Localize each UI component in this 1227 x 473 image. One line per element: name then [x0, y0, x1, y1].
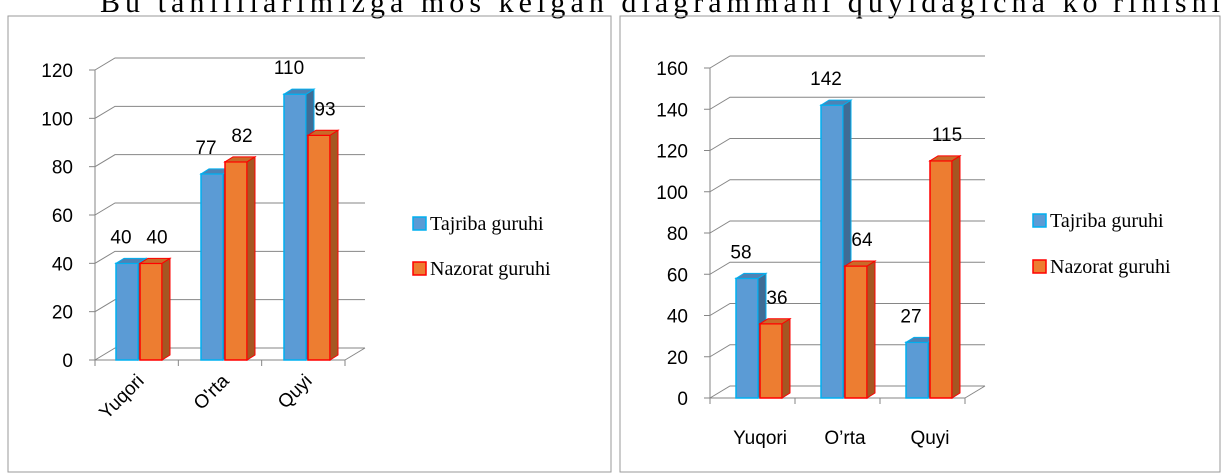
chart-frame: [7, 15, 612, 473]
y-tick-label: 160: [656, 59, 688, 80]
data-label: 110: [274, 58, 304, 79]
data-label: 36: [766, 288, 787, 309]
bar-top: [843, 260, 877, 267]
bar-side: [246, 155, 256, 361]
bar: [283, 93, 307, 361]
x-tick-label: Yuqori: [733, 428, 787, 449]
bar: [820, 104, 844, 399]
legend-label: Nazorat guruhi: [430, 258, 551, 280]
legend-swatch: [1032, 213, 1047, 228]
bar: [905, 341, 929, 399]
y-tick-label: 40: [52, 254, 73, 275]
y-tick-label: 0: [62, 351, 73, 372]
chart-frame: [619, 15, 1221, 473]
bar-side: [781, 317, 791, 399]
data-label: 64: [851, 230, 873, 251]
grid-line: [94, 299, 365, 313]
data-label: 40: [110, 227, 131, 248]
bar: [224, 161, 248, 361]
legend-swatch: [412, 261, 427, 276]
data-label: 93: [314, 99, 335, 120]
bar: [115, 262, 139, 361]
y-tick-label: 20: [52, 303, 73, 324]
grid-line: [709, 344, 985, 358]
data-label: 58: [730, 242, 751, 263]
bar-top: [734, 272, 768, 279]
x-tick-label: O'rta: [190, 370, 234, 414]
bar-side: [866, 260, 876, 399]
y-tick-label: 100: [41, 109, 73, 130]
grid-line: [709, 220, 985, 234]
bar-top: [928, 155, 962, 162]
y-tick-label: 40: [667, 307, 688, 328]
bar: [759, 323, 783, 399]
x-tick-label: Yuqori: [96, 371, 149, 424]
x-axis-depth: [344, 347, 366, 361]
bar-side: [329, 129, 339, 361]
grid-line: [94, 347, 365, 361]
data-label: 115: [932, 125, 962, 146]
legend-label: Tajriba guruhi: [430, 213, 544, 235]
y-tick-label: 60: [52, 206, 73, 227]
bar-top: [306, 129, 340, 136]
y-tick-label: 80: [52, 158, 73, 179]
bar-top: [282, 88, 316, 95]
bar-top: [138, 257, 172, 264]
y-tick-label: 100: [656, 183, 688, 204]
x-tick-label: Quyi: [274, 371, 316, 413]
grid-line: [709, 55, 985, 69]
data-label: 77: [195, 138, 216, 159]
legend-label: Nazorat guruhi: [1050, 256, 1171, 278]
legend-swatch: [412, 216, 427, 231]
legend-swatch: [1032, 259, 1047, 274]
bar-side: [951, 154, 961, 399]
bar: [929, 160, 953, 399]
grid-line: [94, 250, 365, 264]
data-label: 27: [900, 306, 921, 327]
data-label: 82: [231, 126, 252, 147]
x-tick-label: Quyi: [910, 428, 949, 449]
y-tick-label: 0: [677, 389, 688, 410]
grid-line: [709, 179, 985, 193]
bar: [307, 134, 331, 361]
bar: [200, 173, 224, 361]
y-tick-label: 80: [667, 224, 688, 245]
x-axis-depth: [964, 385, 986, 399]
legend-label: Tajriba guruhi: [1050, 210, 1164, 232]
y-tick-label: 20: [667, 348, 688, 369]
y-tick-label: 140: [656, 100, 688, 121]
y-tick-label: 60: [667, 265, 688, 286]
grid-line: [709, 303, 985, 316]
bar-top: [114, 257, 148, 264]
x-tick-label: O’rta: [824, 428, 866, 449]
grid-line: [709, 261, 985, 275]
data-label: 142: [810, 69, 842, 90]
bar-top: [819, 99, 853, 106]
y-tick-label: 120: [41, 61, 73, 82]
data-label: 40: [146, 227, 167, 248]
bar-side: [161, 257, 171, 361]
grid-line: [709, 96, 985, 110]
grid-line: [709, 385, 985, 399]
bar-top: [758, 318, 792, 325]
grid-line: [709, 138, 985, 151]
grid-line: [94, 202, 365, 216]
grid-line: [94, 57, 365, 71]
bar: [139, 262, 163, 361]
bar: [844, 265, 868, 399]
grid-line: [94, 154, 365, 168]
grid-line: [94, 105, 365, 119]
bar-top: [223, 156, 257, 163]
y-tick-label: 120: [656, 142, 688, 163]
bar: [735, 277, 759, 399]
